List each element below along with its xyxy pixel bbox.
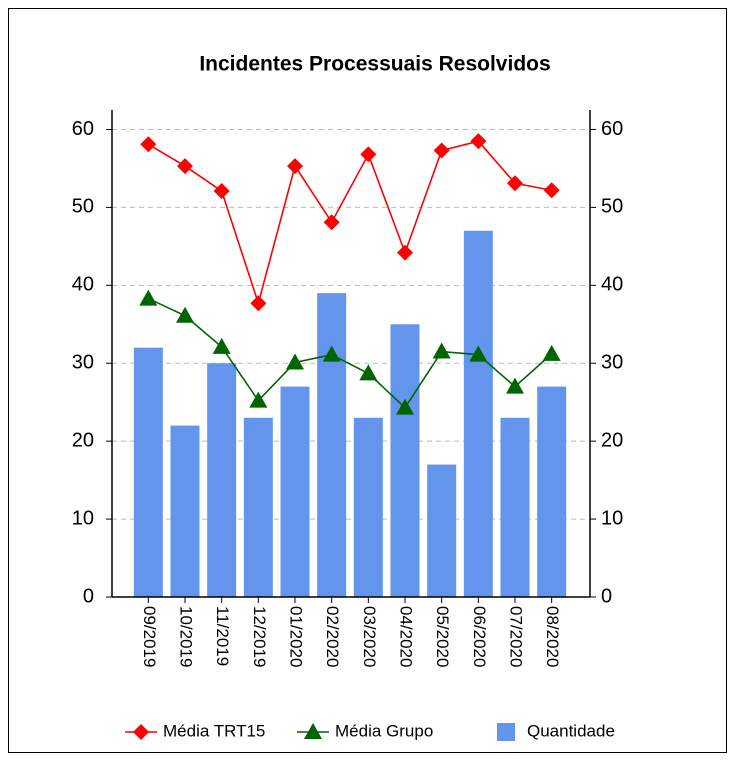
y2-tick-label: 10 [601,507,623,529]
x-tick-label: 06/2020 [470,606,489,667]
marker [323,214,340,231]
marker [543,182,560,199]
x-tick-label: 10/2019 [177,606,196,667]
bar [353,417,383,597]
marker [470,133,487,150]
bar [463,230,493,597]
y2-tick-label: 30 [601,352,623,374]
marker [176,306,194,323]
y-tick-label: 40 [72,274,94,296]
legend-marker [133,724,149,740]
legend-label: Média TRT15 [163,721,265,740]
x-tick-label: 01/2020 [287,606,306,667]
bar [390,324,420,597]
bar [280,386,310,597]
bar [207,363,237,597]
y2-tick-label: 60 [601,118,623,140]
marker [322,345,341,362]
x-tick-label: 08/2020 [543,606,562,667]
bar [243,417,273,597]
marker [396,398,414,415]
y-tick-label: 50 [72,196,94,218]
y-tick-label: 60 [72,118,94,140]
chart-title: Incidentes Processuais Resolvidos [199,53,550,76]
marker [287,158,303,175]
y-tick-label: 10 [72,507,94,529]
marker [397,244,413,261]
marker [359,364,378,381]
bar [500,417,530,597]
marker [432,342,451,359]
bar [427,464,457,597]
frame [8,8,727,753]
y-tick-label: 0 [83,585,94,607]
legend-marker [304,723,322,739]
marker [469,345,488,362]
legend-label: Média Grupo [335,721,433,740]
line [147,140,552,307]
y-tick-label: 30 [72,352,94,374]
x-tick-label: 11/2019 [213,606,232,666]
marker [507,175,523,192]
marker [177,158,193,175]
marker [140,136,157,153]
marker [139,289,158,306]
bar [170,425,200,597]
y2-tick-label: 40 [601,274,623,296]
marker [506,377,524,394]
y-tick-label: 20 [72,429,94,451]
legend-swatch [497,723,515,741]
marker [433,142,450,159]
marker [360,146,377,163]
marker [250,295,267,312]
x-tick-label: 02/2020 [323,606,342,667]
x-tick-label: 12/2019 [250,606,269,667]
bar [317,293,347,597]
y2-tick-label: 20 [601,429,623,451]
marker [212,337,231,354]
x-tick-label: 04/2020 [397,606,416,667]
x-tick-label: 05/2020 [433,606,452,667]
x-tick-label: 07/2020 [507,606,526,667]
legend-label: Quantidade [527,721,615,740]
marker [213,183,230,200]
y2-tick-label: 50 [601,196,623,218]
marker [249,391,268,408]
y2-tick-label: 0 [601,585,612,607]
x-tick-label: 09/2019 [140,606,159,667]
bar [133,347,163,597]
marker [286,353,304,370]
marker [542,344,561,361]
x-tick-label: 03/2020 [360,606,379,667]
bar [537,386,567,597]
